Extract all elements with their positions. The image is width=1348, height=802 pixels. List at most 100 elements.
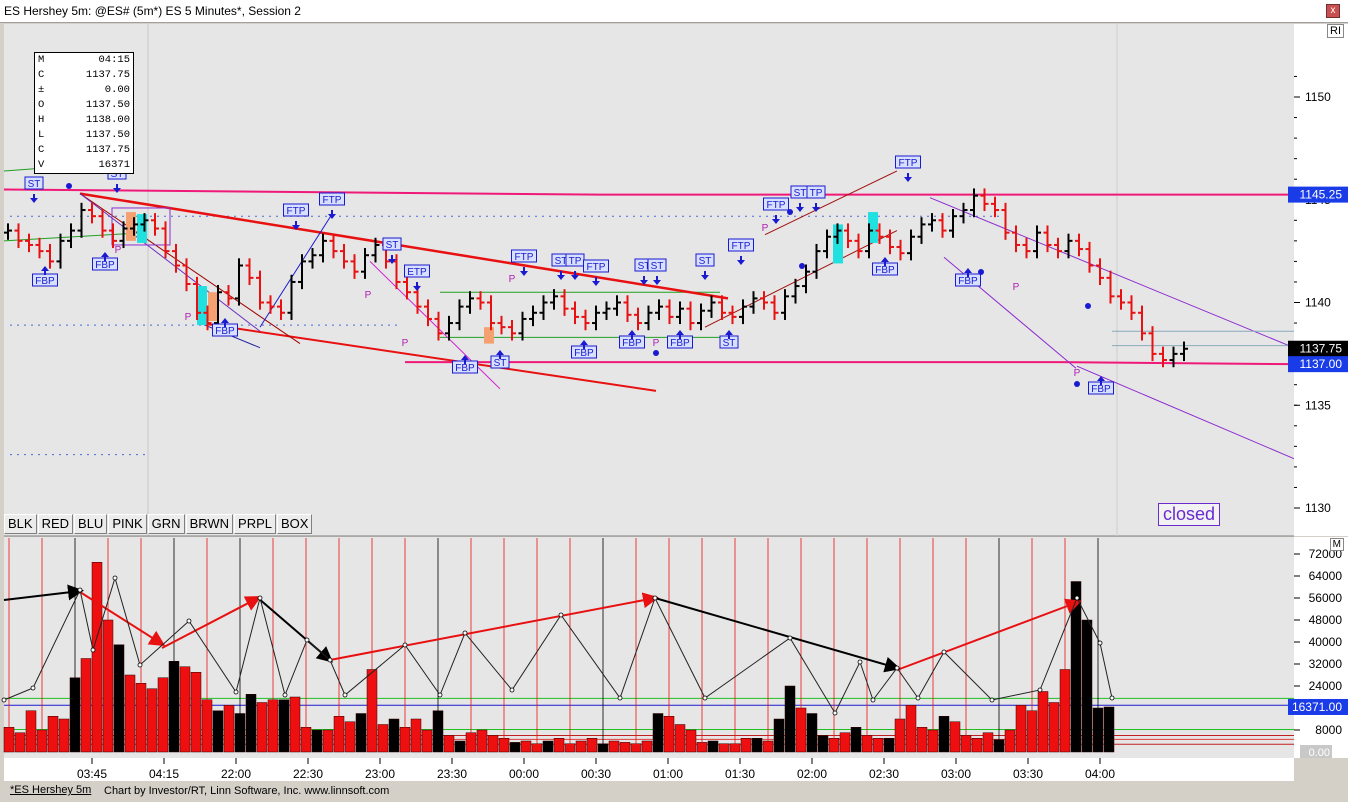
volume-zigzag-point (137, 662, 143, 668)
draw-color-blk-button[interactable]: BLK (4, 514, 37, 534)
volume-tick-label: 48000 (1309, 613, 1343, 627)
volume-zigzag-point (558, 612, 564, 618)
ri-button[interactable]: RI (1327, 24, 1344, 38)
time-tick-label: 02:00 (797, 767, 827, 781)
signal-text: FBP (622, 338, 642, 349)
time-tick-label: 00:00 (509, 767, 539, 781)
draw-color-blu-button[interactable]: BLU (74, 514, 108, 534)
close-button[interactable]: x (1326, 4, 1340, 18)
candle-bar (161, 221, 170, 259)
price-tick-label: 1150 (1305, 90, 1331, 104)
candle-bar (613, 295, 621, 316)
price-label-text: 1137.75 (1300, 342, 1343, 356)
data-window-key: M (38, 54, 45, 66)
volume-bar (322, 729, 334, 753)
volume-bar (410, 718, 422, 753)
up-channel-line (764, 170, 898, 236)
volume-bar (1015, 705, 1027, 753)
pivot-marker: P (1013, 282, 1020, 293)
volume-bar (190, 672, 202, 753)
candle-bar (508, 319, 516, 341)
data-window-row: L 1137.50 (35, 128, 133, 143)
data-window-row: M 04:15 (35, 53, 133, 68)
chart-tab[interactable]: *ES Hershey 5m (10, 784, 92, 796)
signal-text: ST (386, 240, 399, 251)
draw-color-grn-button[interactable]: GRN (147, 514, 185, 534)
candle-bar (623, 295, 632, 323)
volume-bar (927, 729, 939, 753)
draw-color-box-button[interactable]: BOX (277, 514, 313, 534)
volume-bar (993, 739, 1005, 753)
candle-bar (88, 202, 96, 224)
candle-bar (865, 223, 873, 259)
signal-arrow (520, 267, 528, 276)
signal-label: ST (382, 237, 402, 251)
signal-dot (1085, 303, 1091, 309)
volume-last-box (1288, 698, 1348, 715)
draw-color-brwn-button[interactable]: BRWN (185, 514, 234, 534)
volume-bar (729, 743, 741, 753)
candle-bar (854, 233, 863, 259)
signal-label: FBP (92, 257, 118, 271)
volume-zigzag-point (462, 630, 468, 636)
volume-bar (135, 683, 147, 753)
signal-label: FBP (1088, 381, 1114, 395)
volume-tick-label: 24000 (1309, 679, 1343, 693)
signal-text: ST (651, 261, 664, 272)
signal-dot (799, 263, 805, 269)
candle-bar (749, 291, 758, 314)
draw-color-red-button[interactable]: RED (37, 514, 74, 534)
volume-bar (1103, 706, 1115, 753)
signal-arrow (592, 277, 600, 286)
candle-bar (1022, 237, 1031, 259)
signal-label: FTP (511, 249, 537, 263)
signal-text: ST (794, 188, 807, 199)
signal-box (763, 197, 789, 211)
price-tick-label: 1135 (1305, 398, 1331, 412)
candle-bar (1127, 295, 1136, 320)
pivot-marker: P (115, 245, 122, 256)
signal-arrow (653, 276, 661, 285)
volume-bar (663, 716, 675, 753)
candle-bar (434, 311, 443, 341)
candle-bar (193, 276, 201, 320)
signal-box (511, 249, 537, 263)
candle-bar (497, 315, 506, 335)
signal-label: ST (790, 185, 810, 199)
up-channel-line (704, 230, 898, 328)
candle-bar (970, 188, 978, 218)
volume-bar (971, 738, 983, 753)
candle-bar (938, 213, 947, 238)
candle-bar (739, 299, 747, 325)
signal-text: ST (699, 256, 712, 267)
candle-bar (539, 295, 548, 320)
signal-text: FBP (958, 276, 978, 287)
candle-bar (1043, 225, 1052, 253)
volume-tick-label: 40000 (1309, 635, 1343, 649)
draw-color-prpl-button[interactable]: PRPL (234, 514, 277, 534)
volume-bar (377, 724, 389, 753)
candle-bar (770, 295, 779, 320)
candle-bar (791, 278, 800, 304)
time-tick-label: 22:00 (221, 767, 251, 781)
candle-bar (466, 291, 474, 314)
thin-trend-line (369, 261, 501, 390)
data-window-key: ± (38, 84, 45, 96)
volume-zigzag-point (437, 692, 443, 698)
pivot-marker: P (185, 312, 192, 323)
volume-zigzag-point (617, 695, 623, 701)
candle-bar (1033, 225, 1041, 259)
draw-color-pink-button[interactable]: PINK (108, 514, 147, 534)
signal-text: FTP (323, 195, 342, 206)
volume-trend-arrow (161, 596, 262, 649)
volume-bar (828, 738, 840, 753)
m-button[interactable]: M (1329, 538, 1344, 551)
candle-bar (14, 223, 23, 249)
signal-box (24, 176, 44, 190)
candle-bar (403, 274, 411, 300)
volume-bar (520, 740, 532, 753)
candle-bar (1169, 346, 1178, 368)
candle-bar (644, 305, 653, 331)
candle-bar (581, 309, 590, 331)
